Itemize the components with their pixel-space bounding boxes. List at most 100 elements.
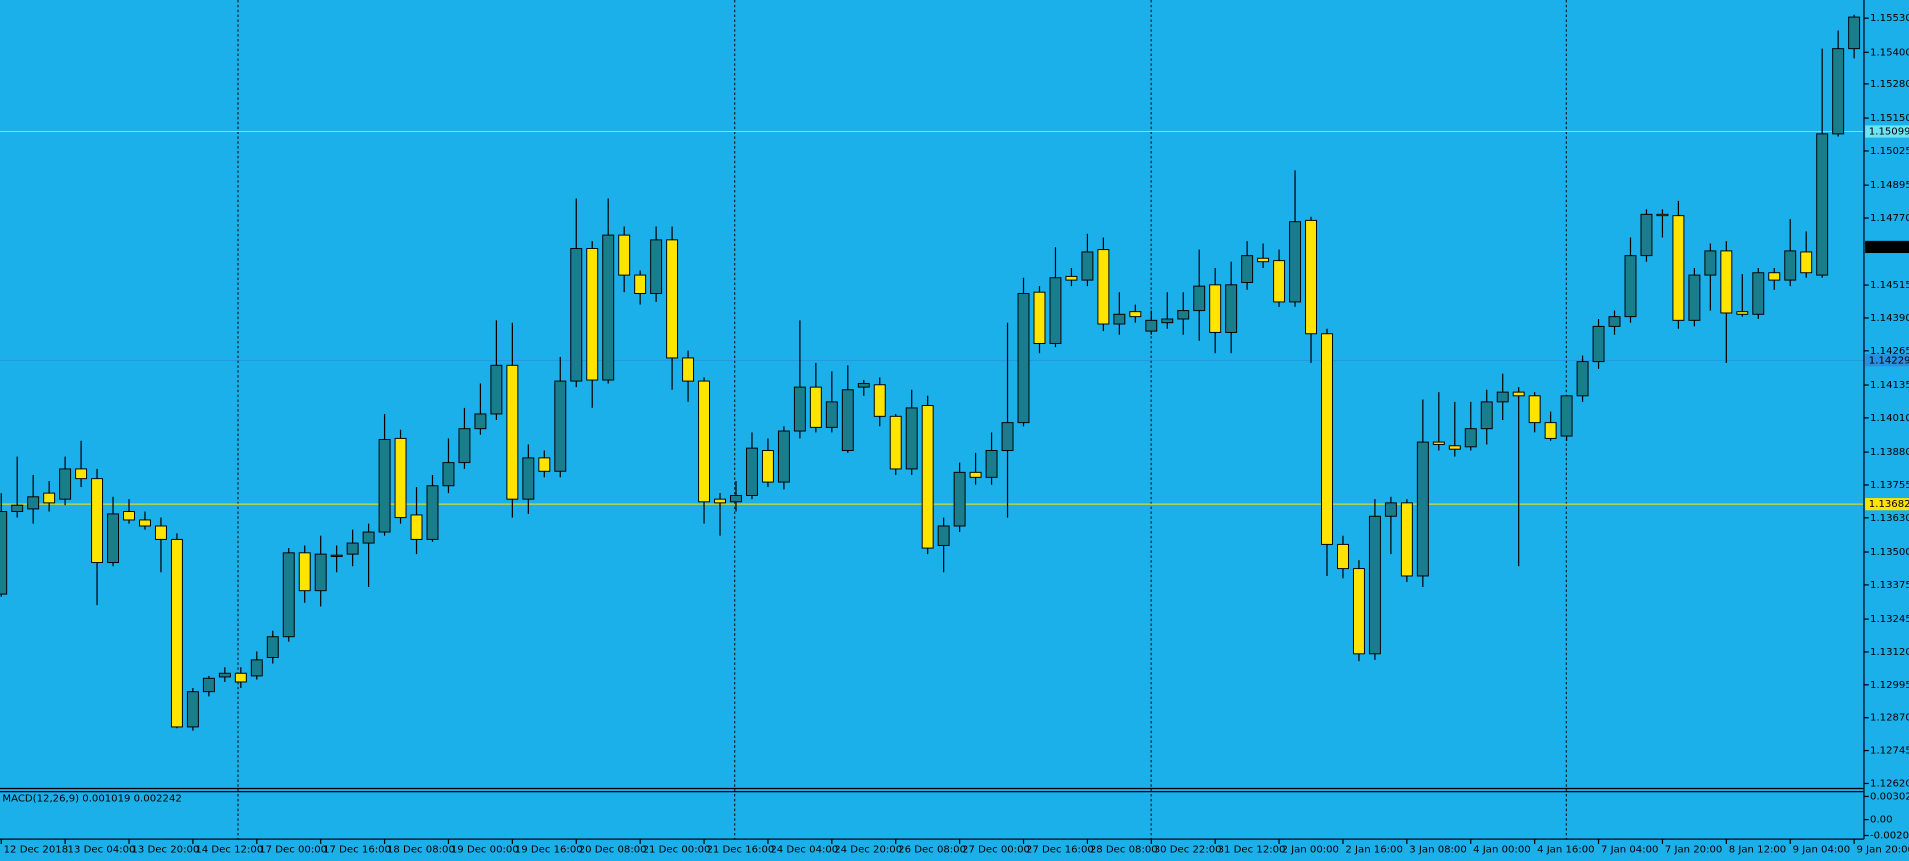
candle-body (1656, 213, 1669, 217)
y-tick-label: 1.15150 (1870, 113, 1909, 124)
y-tick-label: 0.003022 (1870, 791, 1909, 802)
candle-body (202, 677, 215, 693)
candle-body (314, 553, 327, 592)
price-level-tag (1865, 354, 1909, 367)
x-tick-label: 30 Dec 22:00 (1154, 844, 1222, 855)
candle-body (554, 380, 567, 472)
candle-body (1608, 316, 1621, 327)
candle-body (1305, 219, 1317, 335)
y-tick-label: 1.13630 (1870, 513, 1909, 524)
candle-body (1752, 272, 1765, 315)
x-tick-label: 27 Dec 16:00 (1026, 844, 1094, 855)
price-level-label: 1.13682 (1869, 499, 1909, 510)
candle-body (1832, 48, 1845, 135)
candle-body (1337, 543, 1349, 570)
x-tick-label: 2 Jan 00:00 (1282, 844, 1339, 855)
candle-body (1496, 391, 1509, 403)
candle-body (602, 234, 615, 381)
y-tick-label: 1.12620 (1870, 778, 1909, 789)
candle-body (1528, 395, 1541, 424)
y-tick-label: 1.13500 (1870, 547, 1909, 558)
candle-body (1816, 133, 1829, 276)
candle-body (953, 471, 966, 527)
y-tick-label: 1.15530 (1870, 13, 1909, 24)
price-level-label: 1.14660 (1869, 242, 1909, 253)
candle-body (1512, 391, 1525, 397)
candle-body (1688, 274, 1701, 321)
candle-body (618, 234, 631, 276)
candle-body (1592, 325, 1605, 363)
x-tick-label: 7 Jan 04:00 (1601, 844, 1658, 855)
y-tick-label: 1.13880 (1870, 447, 1909, 458)
candle-body (1704, 250, 1717, 276)
candle-body (1368, 515, 1381, 655)
candles (0, 14, 1861, 731)
candle-body (458, 428, 471, 464)
candle-body (234, 672, 247, 683)
candle-body (730, 494, 742, 503)
x-tick-label: 3 Jan 08:00 (1409, 844, 1466, 855)
indicator-title: MACD(12,26,9) 0.001019 0.002242 (2, 793, 181, 804)
candle-body (1081, 251, 1094, 281)
y-tick-label: 1.12870 (1870, 713, 1909, 724)
candle-body (43, 492, 56, 504)
candle-body (538, 457, 551, 472)
candle-body (1113, 313, 1126, 325)
candle-body (777, 430, 790, 483)
candle-body (698, 380, 711, 503)
candle-body (59, 468, 72, 500)
x-tick-label: 17 Dec 16:00 (323, 844, 391, 855)
x-tick-label: 19 Dec 00:00 (451, 844, 519, 855)
x-tick-label: 9 Jan 04:00 (1793, 844, 1850, 855)
candle-body (1257, 257, 1270, 263)
candle-body (1352, 568, 1365, 655)
candle-body (1544, 422, 1557, 439)
candle-body (1001, 422, 1014, 451)
candle-body (378, 438, 391, 533)
y-tick-label: 1.13375 (1870, 580, 1909, 591)
candle-body (634, 274, 647, 294)
y-tick-label: 1.15400 (1870, 47, 1909, 58)
candle-body (1448, 445, 1461, 450)
y-tick-label: 1.14390 (1870, 313, 1909, 324)
candle-body (1065, 275, 1078, 281)
candle-body (793, 386, 806, 432)
candle-body (1289, 221, 1302, 303)
candle-body (1624, 255, 1637, 318)
candle-body (1049, 277, 1062, 344)
x-tick-label: 8 Jan 12:00 (1729, 844, 1786, 855)
price-level-label: 1.14229 (1869, 355, 1909, 366)
candle-body (426, 485, 439, 540)
y-tick-label: 0.00 (1870, 815, 1892, 826)
candle-body (410, 514, 423, 540)
candle-body (761, 450, 774, 483)
x-tick-label: 21 Dec 16:00 (706, 844, 774, 855)
candle-body (91, 478, 104, 564)
x-tick-label: 21 Dec 00:00 (643, 844, 711, 855)
candle-body (266, 636, 279, 658)
candle-body (346, 542, 359, 555)
candle-body (1273, 260, 1286, 303)
x-tick-label: 13 Dec 20:00 (131, 844, 199, 855)
x-tick-label: 14 Dec 12:00 (195, 844, 263, 855)
candle-body (1848, 16, 1861, 50)
candle-body (682, 357, 695, 382)
x-tick-label: 4 Jan 16:00 (1537, 844, 1594, 855)
price-level-tag (1865, 498, 1909, 511)
x-tick-label: 28 Dec 08:00 (1090, 844, 1158, 855)
candle-body (1017, 293, 1030, 424)
candle-body (1768, 272, 1781, 281)
candle-body (825, 401, 838, 428)
candle-body (809, 386, 822, 428)
candle-body (1193, 285, 1206, 312)
candle-body (666, 239, 679, 359)
candle-body (1784, 250, 1797, 281)
candle-body (889, 415, 902, 470)
price-level-tag (1865, 125, 1909, 138)
candle-body (107, 513, 119, 564)
candle-body (1736, 311, 1749, 315)
candle-body (1145, 319, 1158, 332)
candle-body (1480, 401, 1493, 430)
y-tick-label: 1.14770 (1870, 213, 1909, 224)
